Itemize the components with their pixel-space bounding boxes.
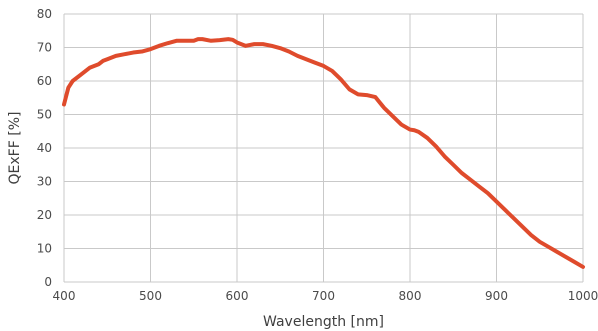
y-tick-label: 50 — [37, 108, 52, 122]
series-layer — [62, 37, 585, 269]
y-tick-label: 60 — [37, 74, 52, 88]
qexff-series-line — [62, 37, 585, 269]
y-tick-label: 0 — [44, 275, 52, 289]
x-tick-label: 600 — [226, 289, 249, 303]
y-axis-title: QExFF [%] — [7, 112, 23, 185]
y-tick-label: 10 — [37, 242, 52, 256]
x-tick-label: 700 — [312, 289, 335, 303]
x-tick-label: 1000 — [568, 289, 598, 303]
tick-labels: 400 500 600 700 800 900 1000 0 10 20 30 40 50 60 70 80 — [37, 7, 598, 303]
y-tick-label: 30 — [37, 175, 52, 189]
y-tick-label: 80 — [37, 7, 52, 21]
x-tick-label: 400 — [53, 289, 76, 303]
y-tick-label: 20 — [37, 208, 52, 222]
x-tick-label: 900 — [485, 289, 508, 303]
grid — [63, 13, 584, 283]
x-tick-label: 500 — [139, 289, 162, 303]
x-axis-title: Wavelength [nm] — [263, 314, 384, 330]
y-tick-label: 40 — [37, 141, 52, 155]
y-tick-label: 70 — [37, 41, 52, 55]
x-tick-label: 800 — [399, 289, 422, 303]
